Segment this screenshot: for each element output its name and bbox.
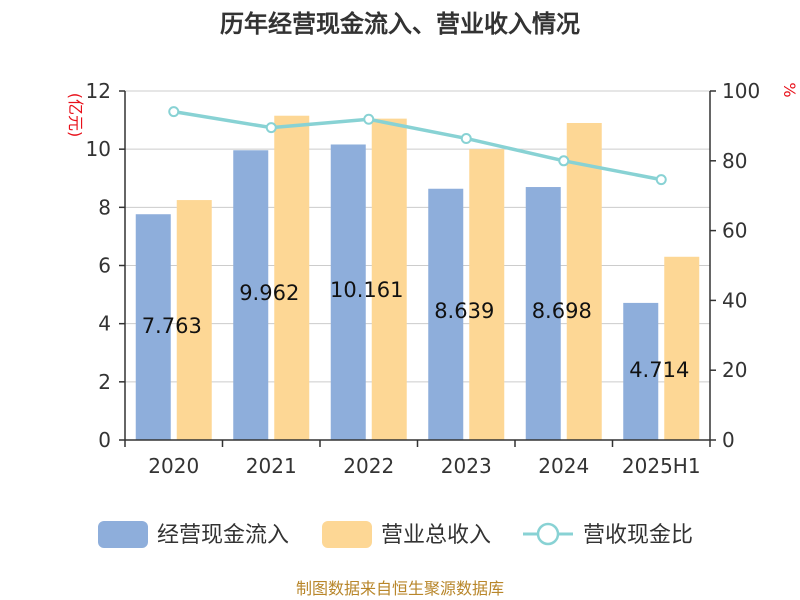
left-tick-label: 12	[86, 79, 111, 103]
left-tick-label: 4	[98, 312, 111, 336]
legend-label-revenue: 营业总收入	[381, 523, 491, 548]
cash-inflow-value-label: 8.639	[434, 299, 494, 323]
bar-cash-inflow	[330, 144, 366, 440]
bar-cash-inflow	[525, 187, 561, 440]
bar-revenue	[664, 256, 700, 440]
x-tick-label: 2023	[441, 454, 492, 478]
ratio-point	[655, 174, 667, 186]
x-tick-label: 2020	[148, 454, 199, 478]
bar-layer	[135, 115, 700, 441]
bar-revenue	[566, 122, 602, 440]
chart-title: 历年经营现金流入、营业收入情况	[220, 10, 580, 38]
right-tick-label: 40	[722, 288, 747, 312]
ratio-point	[168, 106, 180, 118]
left-tick-label: 8	[98, 195, 111, 219]
cash-inflow-value-label: 10.161	[330, 278, 403, 302]
legend-swatch-cash-inflow	[98, 521, 148, 548]
left-tick-label: 6	[98, 254, 111, 278]
legend-label-cash-inflow: 经营现金流入	[157, 523, 289, 548]
bar-cash-inflow	[428, 188, 464, 440]
bar-cash-inflow	[623, 302, 659, 440]
ratio-point	[265, 122, 277, 134]
value-labels: 7.763 9.962 10.161 8.639 8.698 4.714	[142, 278, 690, 382]
line-layer	[168, 106, 667, 186]
ratio-point	[460, 132, 472, 144]
bar-revenue	[274, 115, 310, 441]
x-tick-label: 2025H1	[622, 454, 701, 478]
x-tick-label: 2024	[538, 454, 589, 478]
left-tick-label: 2	[98, 370, 111, 394]
bar-cash-inflow	[233, 150, 269, 440]
bar-revenue	[176, 200, 212, 440]
right-tick-label: 60	[722, 219, 747, 243]
right-axis-unit: %	[780, 82, 799, 97]
left-tick-label: 10	[86, 137, 111, 161]
left-tick-label: 0	[98, 428, 111, 452]
legend: 经营现金流入 营业总收入 营收现金比	[98, 521, 693, 548]
cash-inflow-value-label: 9.962	[239, 281, 299, 305]
axes: 0 2 4 6 8 10 12 0 20 40 60 80 100 2020 2021 2022 2023 202…	[86, 79, 761, 478]
legend-swatch-ratio-marker	[536, 522, 560, 546]
ratio-point	[363, 113, 375, 125]
grid-lines	[125, 90, 710, 383]
right-tick-label: 80	[722, 149, 747, 173]
cash-inflow-value-label: 7.763	[142, 314, 202, 338]
right-tick-label: 20	[722, 358, 747, 382]
source-note: 制图数据来自恒生聚源数据库	[296, 579, 504, 598]
right-tick-label: 0	[722, 428, 735, 452]
bar-revenue	[371, 118, 407, 441]
x-tick-label: 2022	[343, 454, 394, 478]
x-tick-label: 2021	[246, 454, 297, 478]
left-axis-unit: (亿元)	[66, 93, 85, 138]
cash-inflow-value-label: 8.698	[532, 299, 592, 323]
legend-swatch-revenue	[322, 521, 372, 548]
ratio-point	[558, 155, 570, 167]
bar-cash-inflow	[135, 214, 171, 440]
bar-revenue	[469, 149, 505, 440]
ratio-line	[173, 109, 662, 182]
cash-inflow-value-label: 4.714	[629, 358, 689, 382]
right-tick-label: 100	[722, 79, 760, 103]
legend-label-ratio: 营收现金比	[583, 523, 693, 548]
